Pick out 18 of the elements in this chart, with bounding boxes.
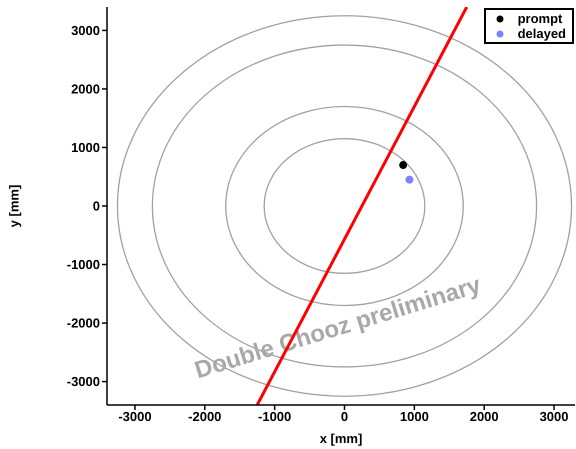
x-tick-label: 2000: [470, 409, 499, 424]
y-tick-label: 2000: [71, 82, 100, 97]
y-tick-label: 1000: [71, 140, 100, 156]
x-tick-label: 1000: [400, 409, 429, 424]
y-tick-label: 0: [92, 198, 100, 214]
x-tick-label: -2000: [188, 409, 222, 424]
y-tick-label: -1000: [66, 257, 100, 272]
x-tick-label: 3000: [540, 409, 569, 424]
x-tick-label: -3000: [118, 409, 152, 424]
y-tick-label: -3000: [66, 374, 100, 390]
y-tick-label: -2000: [66, 316, 100, 331]
y-axis-title: y [mm]: [6, 184, 22, 228]
y-tick-label: 3000: [71, 23, 100, 38]
x-axis-title: x [mm]: [320, 431, 362, 446]
legend-label: delayed: [518, 26, 566, 41]
x-tick-label: -1000: [258, 409, 292, 424]
legend-label: prompt: [518, 11, 562, 26]
x-tick-label: 0: [340, 409, 348, 424]
